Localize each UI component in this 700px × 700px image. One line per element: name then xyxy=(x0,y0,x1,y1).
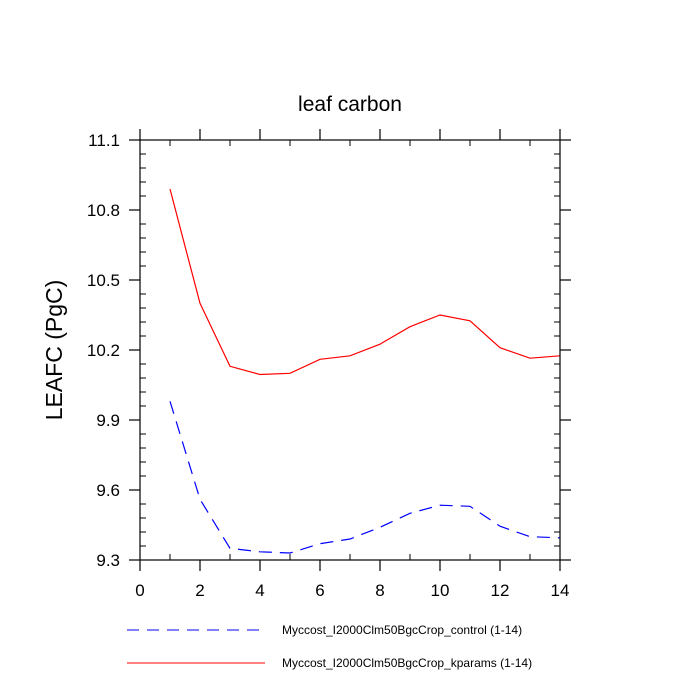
y-tick-label: 9.3 xyxy=(96,551,120,570)
series-line-1 xyxy=(169,188,561,376)
x-tick-label: 0 xyxy=(135,581,144,600)
x-tick-label: 12 xyxy=(491,581,510,600)
y-tick-label: 9.6 xyxy=(96,481,120,500)
legend-label-0: Myccost_I2000Clm50BgcCrop_control (1-14) xyxy=(282,623,522,637)
y-tick-label: 11.1 xyxy=(88,131,120,150)
x-tick-label: 14 xyxy=(551,581,570,600)
x-tick-label: 10 xyxy=(431,581,450,600)
y-tick-label: 10.5 xyxy=(87,271,120,290)
chart-title: leaf carbon xyxy=(298,93,402,116)
y-tick-label: 10.8 xyxy=(87,201,120,220)
y-axis-label: LEAFC (PgC) xyxy=(41,280,67,421)
y-tick-label: 10.2 xyxy=(87,341,120,360)
x-tick-label: 2 xyxy=(195,581,204,600)
legend-label-1: Myccost_I2000Clm50BgcCrop_kparams (1-14) xyxy=(282,656,532,670)
y-tick-label: 9.9 xyxy=(96,411,120,430)
x-tick-label: 4 xyxy=(255,581,264,600)
series-line-0 xyxy=(169,401,561,554)
x-tick-label: 8 xyxy=(375,581,384,600)
x-tick-label: 6 xyxy=(315,581,324,600)
plot-frame xyxy=(139,139,561,561)
